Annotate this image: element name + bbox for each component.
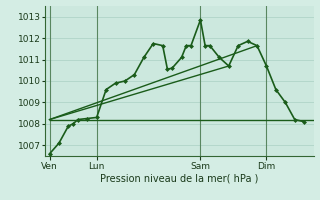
- X-axis label: Pression niveau de la mer( hPa ): Pression niveau de la mer( hPa ): [100, 173, 258, 183]
